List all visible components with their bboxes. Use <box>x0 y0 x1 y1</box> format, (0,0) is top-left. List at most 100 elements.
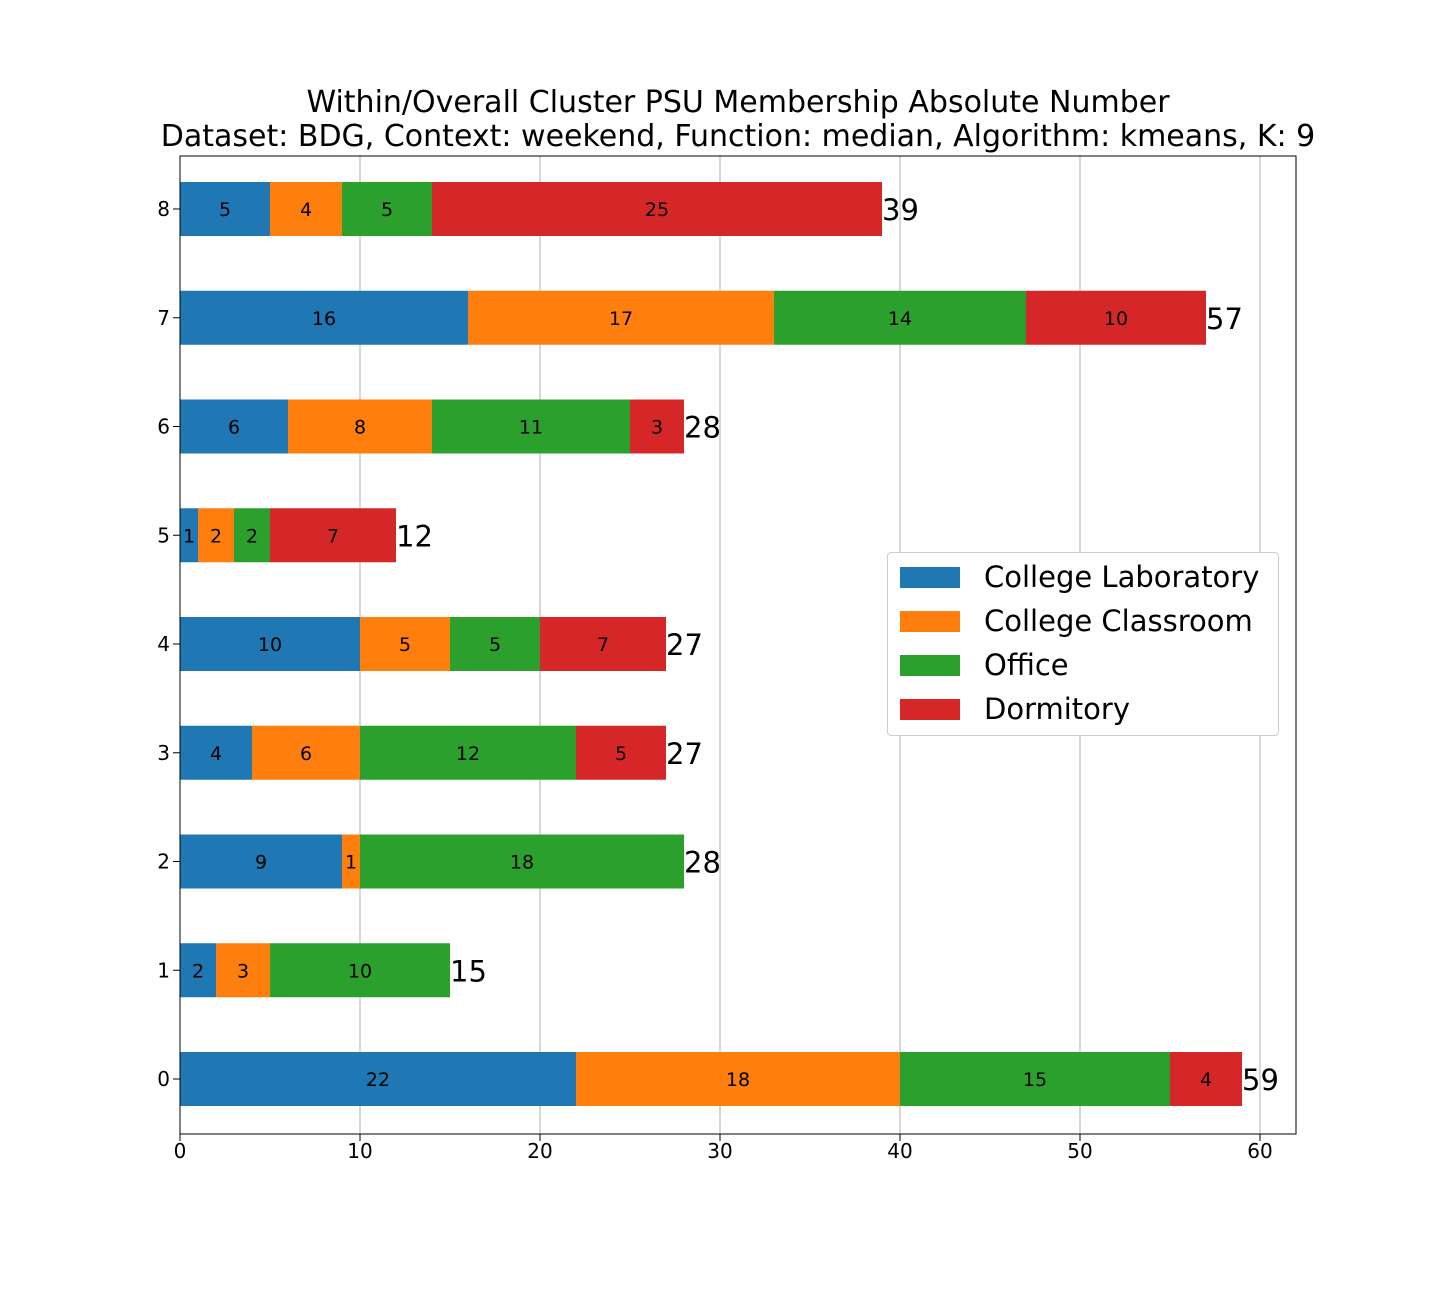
bar-segment-8-0 <box>180 182 270 236</box>
x-axis: 0 10 20 30 40 50 60 <box>174 1134 1273 1163</box>
x-tick-label-40: 40 <box>887 1139 912 1163</box>
bar-segment-5-1 <box>198 508 234 563</box>
bar-segment-1-1 <box>216 943 270 998</box>
legend: College Laboratory College Classroom Offic… <box>887 552 1279 736</box>
bar-segment-6-0 <box>180 399 288 454</box>
segment-label-6-2: 11 <box>519 417 543 439</box>
total-label-2: 28 <box>684 846 721 880</box>
segment-label-4-2: 5 <box>489 634 501 656</box>
y-tick-label-0: 0 <box>157 1067 170 1091</box>
total-label-6: 28 <box>684 411 721 445</box>
bar-segment-8-2 <box>342 182 432 236</box>
total-label-5: 12 <box>396 519 433 553</box>
segment-label-1-1: 3 <box>237 960 249 982</box>
segment-label-7-2: 14 <box>888 308 912 330</box>
x-tick-label-30: 30 <box>707 1139 732 1163</box>
segment-label-0-2: 15 <box>1023 1069 1047 1091</box>
segment-label-2-2: 18 <box>510 852 534 874</box>
segment-label-7-0: 16 <box>312 308 336 330</box>
segment-label-4-1: 5 <box>399 634 411 656</box>
y-tick-label-3: 3 <box>157 741 170 765</box>
bar-segment-4-2 <box>450 617 540 671</box>
bar-segment-0-1 <box>576 1052 900 1106</box>
legend-swatch <box>900 654 960 676</box>
bar-segment-4-3 <box>540 617 666 671</box>
segment-label-2-0: 9 <box>255 852 267 874</box>
legend-label: College Classroom <box>984 604 1253 638</box>
bar-segment-3-2 <box>360 725 576 780</box>
legend-item: Office <box>900 648 1069 682</box>
bar-segment-0-3 <box>1170 1052 1242 1106</box>
bar-segment-7-0 <box>180 290 468 345</box>
y-tick-label-7: 7 <box>157 306 170 330</box>
y-tick-label-8: 8 <box>157 197 170 221</box>
segment-label-0-3: 4 <box>1200 1069 1212 1091</box>
segment-label-6-0: 6 <box>228 417 240 439</box>
y-axis: 0 1 2 3 4 5 6 7 8 <box>157 197 180 1091</box>
chart-title: Within/Overall Cluster PSU Membership Ab… <box>0 86 1440 154</box>
segment-labels: 22 18 15 42 3 109 1 184 6 12 510 5 5 71 2 2 76 8 11 316 17 14… <box>183 199 1212 1091</box>
total-label-1: 15 <box>450 954 487 988</box>
bar-segment-7-1 <box>468 290 774 345</box>
legend-label: College Laboratory <box>984 560 1260 594</box>
bar-segment-6-3 <box>630 399 684 454</box>
x-tick-label-0: 0 <box>174 1139 187 1163</box>
legend-swatch <box>900 698 960 720</box>
bar-segment-1-0 <box>180 943 216 998</box>
total-label-3: 27 <box>666 737 703 771</box>
total-label-8: 39 <box>882 193 919 227</box>
segment-label-0-0: 22 <box>366 1069 390 1091</box>
segment-label-3-2: 12 <box>456 743 480 765</box>
chart-title-line2: Dataset: BDG, Context: weekend, Function… <box>160 119 1316 154</box>
segment-label-5-2: 2 <box>246 525 258 547</box>
bar-segment-4-0 <box>180 617 360 671</box>
segment-label-2-1: 1 <box>345 852 357 874</box>
legend-item: College Laboratory <box>900 560 1260 594</box>
segment-label-8-0: 5 <box>219 199 231 221</box>
segment-label-3-3: 5 <box>615 743 627 765</box>
segment-label-4-0: 10 <box>258 634 282 656</box>
bar-segment-6-2 <box>432 399 630 454</box>
bar-segment-8-3 <box>432 182 882 236</box>
bar-segment-3-1 <box>252 725 360 780</box>
y-tick-label-5: 5 <box>157 523 170 547</box>
segment-label-5-3: 7 <box>327 525 339 547</box>
bar-segment-3-3 <box>576 725 666 780</box>
y-tick-label-1: 1 <box>157 958 170 982</box>
segment-label-5-0: 1 <box>183 525 195 547</box>
bar-segment-7-3 <box>1026 290 1206 345</box>
bar-segment-7-2 <box>774 290 1026 345</box>
bars <box>180 182 1242 1106</box>
total-label-0: 59 <box>1242 1063 1279 1097</box>
x-tick-label-50: 50 <box>1067 1139 1092 1163</box>
total-label-7: 57 <box>1206 302 1243 336</box>
bar-segment-5-2 <box>234 508 270 563</box>
bar-segment-2-0 <box>180 834 342 889</box>
segment-label-8-3: 25 <box>645 199 669 221</box>
bar-segment-5-3 <box>270 508 396 563</box>
bar-segment-5-0 <box>180 508 198 563</box>
segment-label-5-1: 2 <box>210 525 222 547</box>
bar-segment-4-1 <box>360 617 450 671</box>
y-tick-label-2: 2 <box>157 850 170 874</box>
segment-label-1-0: 2 <box>192 960 204 982</box>
segment-label-7-1: 17 <box>609 308 633 330</box>
segment-label-4-3: 7 <box>597 634 609 656</box>
segment-label-6-3: 3 <box>651 417 663 439</box>
total-label-4: 27 <box>666 628 703 662</box>
segment-label-3-1: 6 <box>300 743 312 765</box>
segment-label-1-2: 10 <box>348 960 372 982</box>
bar-segment-2-1 <box>342 834 360 889</box>
bar-segment-6-1 <box>288 399 432 454</box>
segment-label-0-1: 18 <box>726 1069 750 1091</box>
x-tick-label-10: 10 <box>347 1139 372 1163</box>
plot-frame <box>179 155 1297 1135</box>
legend-swatch <box>900 610 960 632</box>
bar-segment-0-0 <box>180 1052 576 1106</box>
y-tick-label-4: 4 <box>157 632 170 656</box>
bar-segment-0-2 <box>900 1052 1170 1106</box>
bar-segment-2-2 <box>360 834 684 889</box>
bar-segment-1-2 <box>270 943 450 998</box>
segment-label-7-3: 10 <box>1104 308 1128 330</box>
